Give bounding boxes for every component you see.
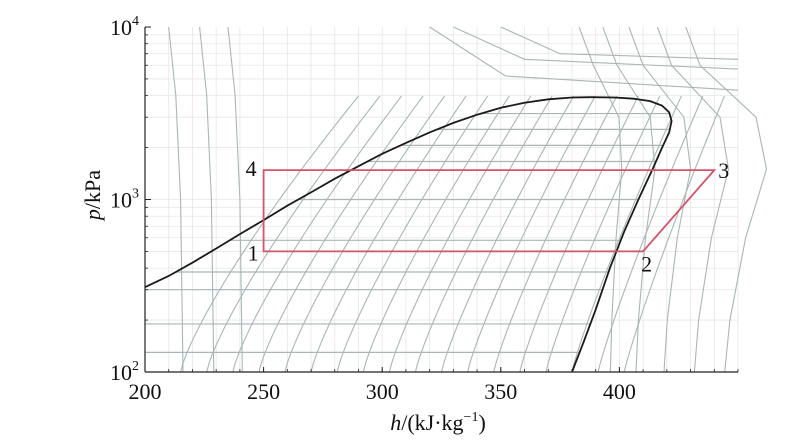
isoline-high xyxy=(500,26,739,60)
x-tick-label: 350 xyxy=(484,379,517,404)
y-tick-label: 103 xyxy=(110,187,139,213)
isoline xyxy=(571,95,682,373)
saturated-liquid-line xyxy=(144,96,591,289)
state-point-label-3: 3 xyxy=(718,158,729,183)
x-tick-label: 300 xyxy=(366,379,399,404)
y-tick-label: 104 xyxy=(110,14,139,40)
isoline xyxy=(440,95,575,373)
isoline xyxy=(180,95,359,373)
state-point-label-4: 4 xyxy=(246,156,257,181)
isoline xyxy=(545,95,661,373)
superheat-isoline xyxy=(578,26,623,373)
isolines xyxy=(145,26,768,373)
isoline xyxy=(232,95,402,373)
isoline xyxy=(284,95,446,373)
isotherm xyxy=(168,26,184,373)
superheat-isoline xyxy=(656,26,730,373)
isoline xyxy=(519,95,639,373)
isoline xyxy=(336,95,489,373)
isoline xyxy=(362,95,510,373)
isoline xyxy=(623,95,725,373)
isotherm xyxy=(199,26,215,373)
refrigeration-cycle: 1 2 3 4 xyxy=(246,156,730,276)
isoline xyxy=(414,95,553,373)
isoline xyxy=(206,95,381,373)
x-tick-label: 200 xyxy=(129,379,162,404)
superheat-isoline xyxy=(685,26,768,373)
isoline xyxy=(310,95,467,373)
y-axis-label: p/kPa xyxy=(80,170,105,222)
isoline xyxy=(467,95,596,373)
isoline-high xyxy=(453,26,739,70)
x-axis-label: h/(kJ·kg−1) xyxy=(390,410,486,435)
x-tick-label: 400 xyxy=(603,379,636,404)
isoline xyxy=(493,95,618,373)
saturated-vapor-line xyxy=(571,96,673,373)
x-tick-label: 250 xyxy=(247,379,280,404)
state-point-label-2: 2 xyxy=(641,251,652,276)
isoline-high xyxy=(429,26,739,91)
y-tick-label: 102 xyxy=(110,359,139,385)
isoline xyxy=(258,95,424,373)
isotherm xyxy=(227,26,243,373)
axes: 200 250 300 350 400 102 103 104 xyxy=(110,14,739,404)
superheat-isoline xyxy=(628,26,692,373)
cycle-path xyxy=(262,169,717,253)
state-point-label-1: 1 xyxy=(248,240,259,265)
superheat-isoline xyxy=(602,26,656,373)
isoline xyxy=(597,95,704,373)
saturation-dome xyxy=(144,96,673,373)
isoline xyxy=(388,95,532,373)
